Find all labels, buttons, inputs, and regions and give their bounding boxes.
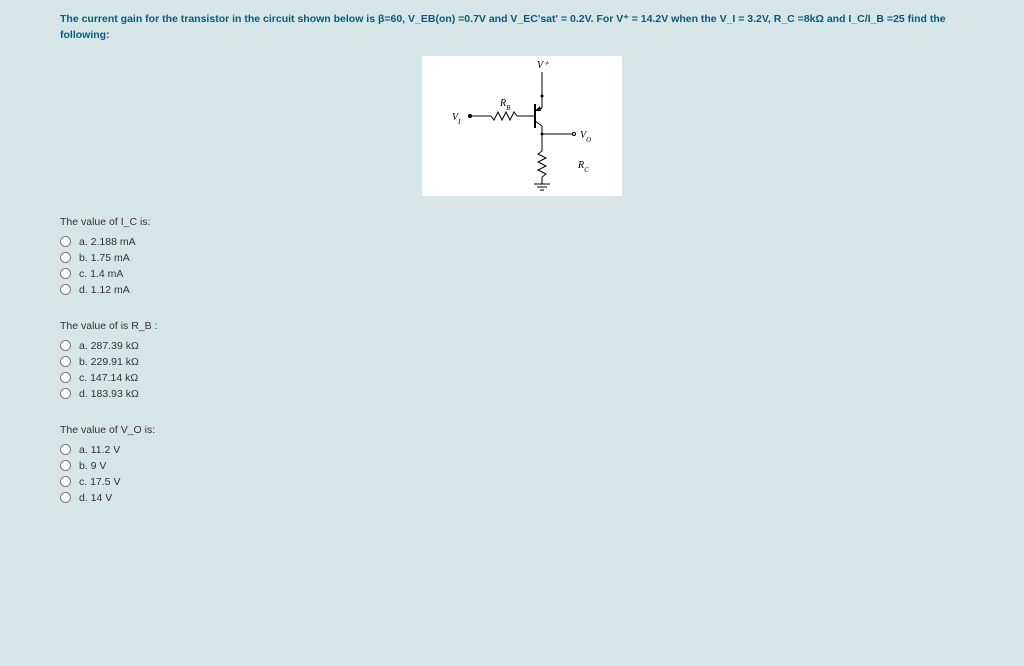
label-vplus: V⁺ [537,60,549,71]
radio-icon[interactable] [60,356,71,367]
option-label: a. 287.39 kΩ [79,340,139,352]
option-row: b. 1.75 mA [60,252,984,264]
radio-icon[interactable] [60,372,71,383]
question-section-3: The value of V_O is: a. 11.2 V b. 9 V c.… [60,424,984,504]
option-row: c. 1.4 mA [60,268,984,280]
option-label: b. 9 V [79,460,106,472]
label-rc: RC [577,160,589,174]
radio-icon[interactable] [60,460,71,471]
radio-icon[interactable] [60,340,71,351]
radio-icon[interactable] [60,476,71,487]
section-title: The value of I_C is: [60,216,984,228]
option-label: d. 183.93 kΩ [79,388,139,400]
question-section-2: The value of is R_B : a. 287.39 kΩ b. 22… [60,320,984,400]
radio-icon[interactable] [60,492,71,503]
options-list: a. 11.2 V b. 9 V c. 17.5 V d. 14 V [60,444,984,504]
option-label: b. 229.91 kΩ [79,356,139,368]
option-row: b. 229.91 kΩ [60,356,984,368]
option-label: d. 1.12 mA [79,284,130,296]
option-row: d. 183.93 kΩ [60,388,984,400]
question-section-1: The value of I_C is: a. 2.188 mA b. 1.75… [60,216,984,296]
option-label: b. 1.75 mA [79,252,130,264]
radio-icon[interactable] [60,252,71,263]
radio-icon[interactable] [60,236,71,247]
radio-icon[interactable] [60,284,71,295]
section-title: The value of V_O is: [60,424,984,436]
option-label: a. 2.188 mA [79,236,136,248]
options-list: a. 2.188 mA b. 1.75 mA c. 1.4 mA d. 1.12… [60,236,984,296]
label-vi: VI [452,112,461,126]
question-text: The current gain for the transistor in t… [60,12,984,44]
radio-icon[interactable] [60,268,71,279]
option-row: b. 9 V [60,460,984,472]
option-label: d. 14 V [79,492,112,504]
radio-icon[interactable] [60,444,71,455]
option-row: c. 17.5 V [60,476,984,488]
option-label: a. 11.2 V [79,444,120,456]
option-row: a. 2.188 mA [60,236,984,248]
option-row: d. 1.12 mA [60,284,984,296]
options-list: a. 287.39 kΩ b. 229.91 kΩ c. 147.14 kΩ d… [60,340,984,400]
option-label: c. 17.5 V [79,476,120,488]
option-row: d. 14 V [60,492,984,504]
option-row: a. 287.39 kΩ [60,340,984,352]
option-row: a. 11.2 V [60,444,984,456]
label-rb: RB [499,98,511,112]
option-label: c. 147.14 kΩ [79,372,138,384]
circuit-diagram: V⁺ VI RB VO [422,56,622,196]
section-title: The value of is R_B : [60,320,984,332]
quiz-page: The current gain for the transistor in t… [0,0,1024,666]
option-row: c. 147.14 kΩ [60,372,984,384]
radio-icon[interactable] [60,388,71,399]
label-vo: VO [580,130,591,144]
option-label: c. 1.4 mA [79,268,123,280]
